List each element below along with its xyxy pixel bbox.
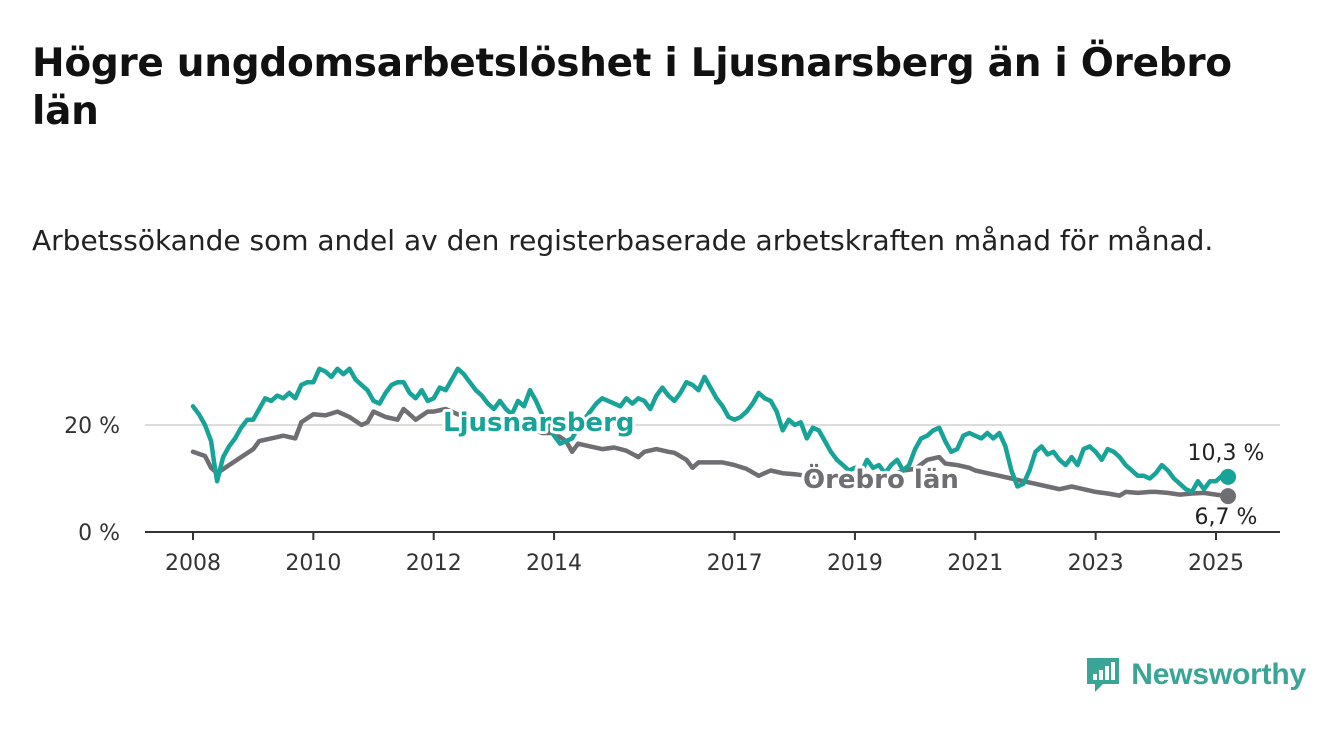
x-tick-label: 2008 (165, 551, 221, 576)
end-point-ljusnarsberg (1220, 468, 1237, 485)
x-tick-label: 2025 (1188, 551, 1244, 576)
x-tick-label: 2023 (1068, 551, 1124, 576)
x-tick-label: 2019 (827, 551, 883, 576)
y-axis: 0 % 20 % (64, 414, 120, 546)
chart-subtitle: Arbetssökande som andel av den registerb… (32, 224, 1214, 257)
brand-name: Newsworthy (1131, 658, 1306, 691)
x-axis: 2008 2010 2012 2014 2017 2019 2021 2023 2025 (145, 531, 1280, 576)
brand-logo[interactable]: Newsworthy (1085, 656, 1306, 694)
series-label-orebro-lan: Örebro län (803, 462, 959, 495)
line-chart: 0 % 20 % 2008 2010 2012 2014 2017 2019 2021 2023… (64, 366, 1280, 576)
end-point-orebro-lan (1220, 488, 1237, 505)
y-tick-label: 20 % (64, 414, 120, 439)
label-layer: Ljusnarsberg Örebro län 10,3 % 6,7 % (440, 405, 1267, 533)
end-value-label-orebro-lan: 6,7 % (1195, 505, 1258, 530)
x-tick-label: 2014 (526, 551, 582, 576)
x-tick-label: 2017 (707, 551, 763, 576)
y-tick-label: 0 % (78, 521, 120, 546)
series-layer (190, 366, 1237, 505)
series-line-orebro-lan (190, 406, 1231, 499)
x-tick-label: 2012 (406, 551, 462, 576)
x-tick-label: 2021 (947, 551, 1003, 576)
chart-title: Högre ungdomsarbetslöshet i Ljusnarsberg… (32, 41, 1232, 134)
newsworthy-logo-icon (1087, 658, 1120, 692)
x-tick-label: 2010 (285, 551, 341, 576)
end-value-label-ljusnarsberg: 10,3 % (1188, 441, 1265, 466)
series-label-ljusnarsberg: Ljusnarsberg (443, 408, 635, 438)
series-line-ljusnarsberg (190, 366, 1231, 495)
